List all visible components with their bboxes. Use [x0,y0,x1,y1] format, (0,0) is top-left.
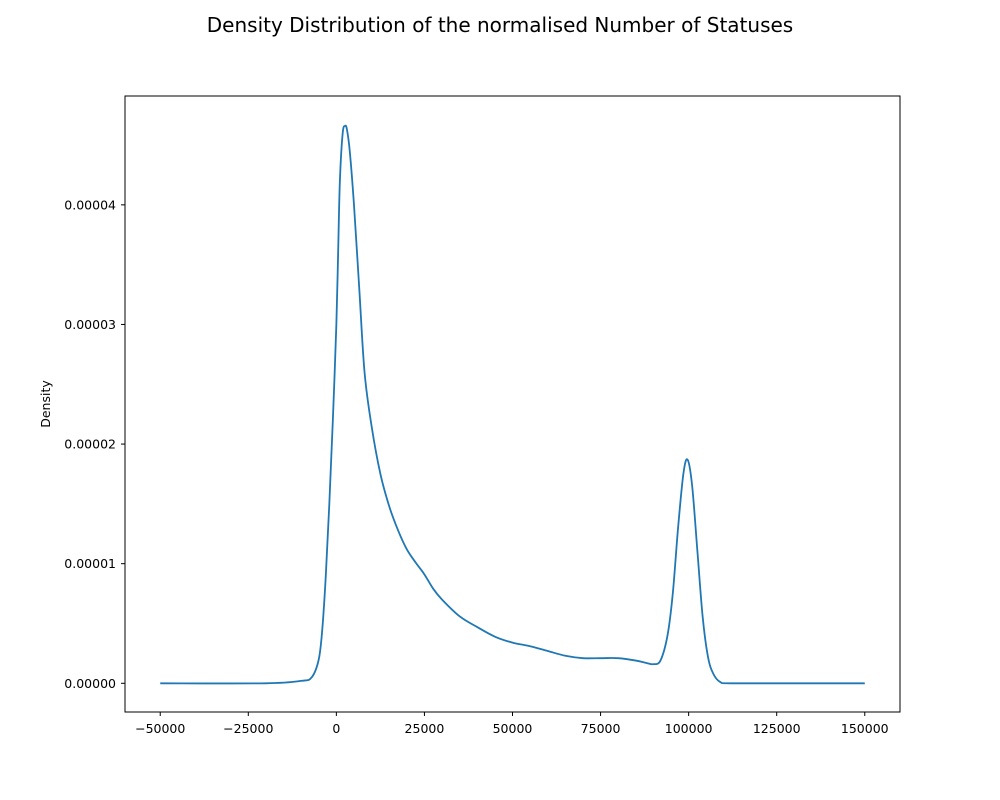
x-tick-label: 125000 [753,721,801,736]
y-tick-label: 0.00002 [64,437,116,452]
plot-frame [124,95,901,713]
x-tick-label: 0 [332,721,340,736]
y-axis-label: Density [38,380,53,428]
y-tick-label: 0.00000 [64,676,116,691]
x-tick-label: 25000 [405,721,445,736]
x-tick-label: 150000 [841,721,889,736]
y-axis: 0.00000 0.00001 0.00002 0.00003 0.00004 [64,197,125,691]
chart-title: Density Distribution of the normalised N… [207,13,793,37]
x-tick-label: 100000 [665,721,713,736]
x-tick-label: −25000 [223,721,273,736]
x-tick-label: −50000 [135,721,185,736]
x-tick-label: 50000 [493,721,533,736]
plot-area [125,96,900,712]
y-tick-label: 0.00004 [64,197,116,212]
y-tick-label: 0.00003 [64,317,116,332]
x-axis: −50000 −25000 0 25000 50000 75000 100000 125000… [135,712,889,736]
x-tick-label: 75000 [581,721,621,736]
density-line [160,124,865,685]
y-tick-label: 0.00001 [64,556,116,571]
